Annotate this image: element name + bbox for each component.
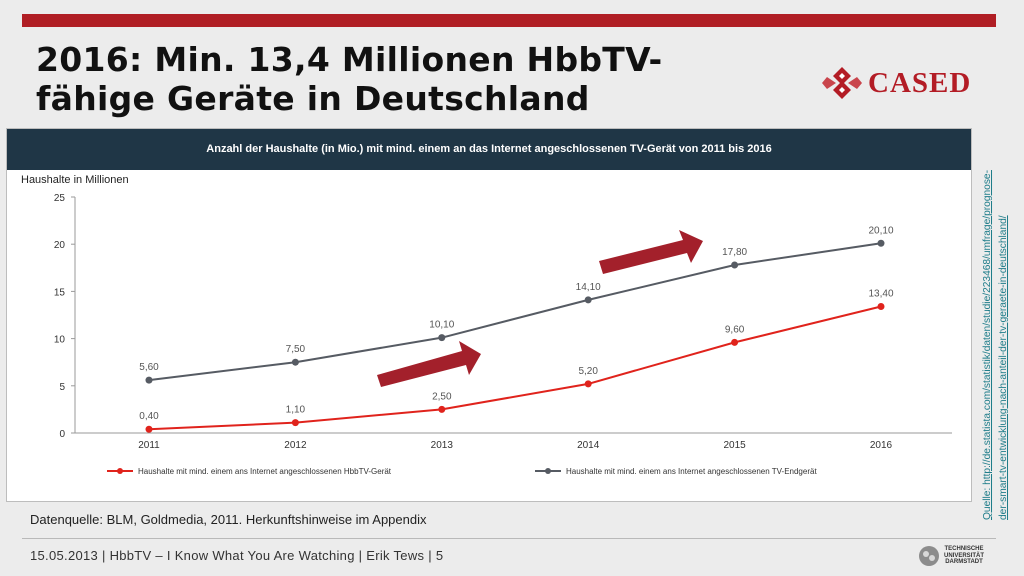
data-label: 20,10 <box>868 225 893 236</box>
line-chart: 0 5 10 15 20 25 2011 2012 2013 2014 2015 2016 0,40 1,… <box>54 193 952 476</box>
data-label: 9,60 <box>725 324 745 335</box>
x-tick-label: 2013 <box>431 440 454 451</box>
cased-logo-text: CASED <box>868 66 972 99</box>
legend-swatch-marker <box>117 468 123 474</box>
legend-label: Haushalte mit mind. einem ans Internet a… <box>566 467 817 476</box>
series-line <box>148 305 882 431</box>
university-logo-line: UNIVERSITÄT <box>944 552 985 559</box>
data-point <box>145 425 153 433</box>
data-point <box>438 334 446 342</box>
vertical-source-link-line-2[interactable]: der-smart-tv-entwicklung-nach-anteil-der… <box>998 215 1009 520</box>
data-point <box>584 296 592 304</box>
vertical-source-link[interactable]: Quelle: http://de.statista.com/statistik… <box>960 138 1020 526</box>
data-point <box>145 376 153 384</box>
data-point <box>731 261 739 269</box>
footer-divider <box>22 538 996 539</box>
y-tick-label: 20 <box>54 240 66 251</box>
data-point <box>877 303 885 311</box>
legend-swatch-marker <box>545 468 551 474</box>
x-tick-label: 2012 <box>284 440 307 451</box>
chart-title: Anzahl der Haushalte (in Mio.) mit mind.… <box>7 129 971 170</box>
growth-arrow-upper <box>599 230 703 274</box>
x-tick-label: 2014 <box>577 440 600 451</box>
series-line <box>148 242 882 382</box>
data-point <box>584 380 592 388</box>
data-point <box>291 419 299 427</box>
data-label: 0,40 <box>139 411 159 422</box>
data-point <box>731 338 739 346</box>
data-label: 17,80 <box>722 247 747 258</box>
y-tick-label: 15 <box>54 287 66 298</box>
top-accent-bar <box>22 14 996 27</box>
footer-text: 15.05.2013 | HbbTV – I Know What You Are… <box>30 548 444 563</box>
university-logo: TECHNISCHE UNIVERSITÄT DARMSTADT <box>918 545 984 567</box>
chart-panel: Anzahl der Haushalte (in Mio.) mit mind.… <box>6 128 972 502</box>
data-label: 7,50 <box>286 344 306 355</box>
data-point <box>438 405 446 413</box>
university-logo-line: TECHNISCHE <box>944 546 984 553</box>
data-label: 10,10 <box>429 320 454 331</box>
y-axis-label: Haushalte in Millionen <box>21 174 129 186</box>
data-label: 2,50 <box>432 391 452 402</box>
university-logo-text: TECHNISCHE UNIVERSITÄT DARMSTADT <box>944 546 984 566</box>
slide-title-line-1: 2016: Min. 13,4 Millionen HbbTV- <box>36 40 663 79</box>
data-source-note: Datenquelle: BLM, Goldmedia, 2011. Herku… <box>30 512 427 527</box>
legend-label: Haushalte mit mind. einem ans Internet a… <box>138 467 392 476</box>
cased-logo: CASED <box>822 66 971 100</box>
slide-title: 2016: Min. 13,4 Millionen HbbTV- fähige … <box>36 40 796 118</box>
data-point <box>877 239 885 247</box>
y-tick-label: 25 <box>54 193 66 204</box>
university-logo-line: DARMSTADT <box>945 559 983 566</box>
y-tick-label: 5 <box>59 382 65 393</box>
y-tick-label: 0 <box>59 429 65 440</box>
vertical-source-link-line-1[interactable]: Quelle: http://de.statista.com/statistik… <box>982 170 993 520</box>
data-label: 1,10 <box>286 405 306 416</box>
cased-logo-icon <box>822 67 862 99</box>
data-label: 14,10 <box>576 282 601 293</box>
university-logo-icon <box>919 546 939 566</box>
y-tick-label: 10 <box>54 335 66 346</box>
slide-title-line-2: fähige Geräte in Deutschland <box>36 79 590 118</box>
data-label: 5,20 <box>578 366 598 377</box>
data-label: 5,60 <box>139 362 159 373</box>
growth-arrow-lower <box>377 341 481 387</box>
data-label: 13,40 <box>868 289 893 300</box>
data-point <box>291 358 299 366</box>
x-tick-label: 2011 <box>138 440 160 451</box>
x-tick-label: 2016 <box>870 440 893 451</box>
x-tick-label: 2015 <box>723 440 746 451</box>
